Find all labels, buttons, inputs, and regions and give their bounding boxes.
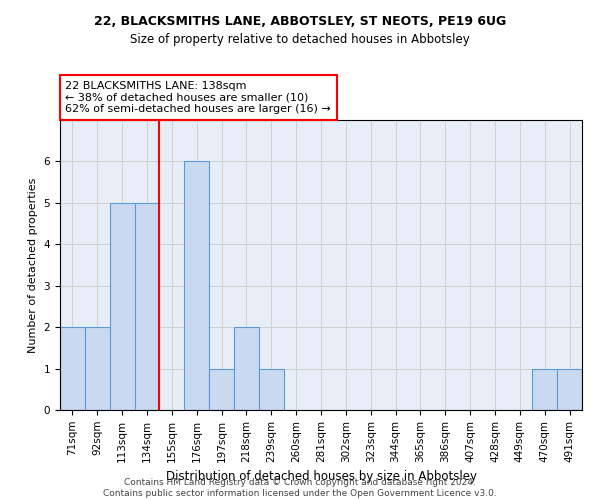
Bar — [532, 368, 557, 410]
Y-axis label: Number of detached properties: Number of detached properties — [28, 178, 38, 352]
Bar — [134, 203, 160, 410]
Bar — [557, 368, 582, 410]
Bar — [259, 368, 284, 410]
Bar — [60, 327, 85, 410]
Text: 22 BLACKSMITHS LANE: 138sqm
← 38% of detached houses are smaller (10)
62% of sem: 22 BLACKSMITHS LANE: 138sqm ← 38% of det… — [65, 81, 331, 114]
Bar — [110, 203, 134, 410]
Text: Size of property relative to detached houses in Abbotsley: Size of property relative to detached ho… — [130, 32, 470, 46]
Bar — [184, 162, 209, 410]
X-axis label: Distribution of detached houses by size in Abbotsley: Distribution of detached houses by size … — [166, 470, 476, 483]
Text: Contains HM Land Registry data © Crown copyright and database right 2024.
Contai: Contains HM Land Registry data © Crown c… — [103, 478, 497, 498]
Text: 22, BLACKSMITHS LANE, ABBOTSLEY, ST NEOTS, PE19 6UG: 22, BLACKSMITHS LANE, ABBOTSLEY, ST NEOT… — [94, 15, 506, 28]
Bar — [234, 327, 259, 410]
Bar — [209, 368, 234, 410]
Bar — [85, 327, 110, 410]
